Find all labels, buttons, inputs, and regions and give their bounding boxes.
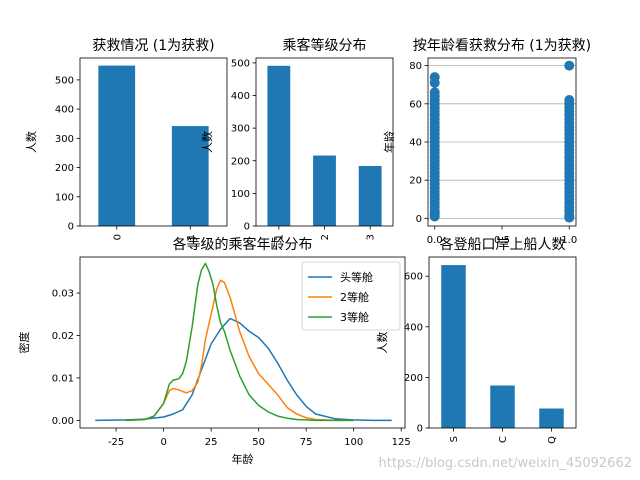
plot-2-ytick-label: 0	[244, 222, 250, 233]
plot-1-ytick-label: 200	[55, 163, 74, 174]
plot-3-point	[429, 72, 440, 83]
plot-3-title: 按年龄看获救分布 (1为获救)	[413, 38, 591, 54]
plot-4-xtick-label: 75	[300, 437, 313, 448]
plot-3-point	[564, 95, 575, 105]
plot-4-xtick-label: 100	[344, 437, 363, 448]
watermark: https://blog.csdn.net/weixin_45092662	[378, 456, 632, 471]
plot-4-frame	[79, 256, 406, 429]
plot-5-xtick-label: S	[449, 436, 460, 442]
plot-5-xtick-label: Q	[547, 436, 558, 444]
plot-3-point	[564, 60, 575, 71]
plot-1-xtick-label: 1	[186, 234, 197, 240]
plot-2-ytick-label: 400	[231, 91, 250, 102]
plot-3-xtick-label: 0.5	[494, 235, 510, 246]
plot-1-bar-0	[98, 65, 136, 226]
plot-4-xtick-label: 125	[392, 437, 411, 448]
plot-2-frame	[255, 57, 394, 227]
plot-5-bar-C	[490, 385, 515, 428]
plot-5-ytick-label: 600	[404, 272, 423, 283]
plot-4-ytick-label: 0.00	[52, 416, 74, 427]
plot-2-bar-1	[267, 65, 291, 226]
plot-1-frame	[79, 57, 228, 227]
plot-4-xlabel: 年龄	[232, 452, 254, 466]
plot-3-ytick-label: 40	[409, 138, 422, 149]
plot-2-title: 乘客等级分布	[283, 37, 367, 54]
plot-4-series-line-2	[125, 279, 354, 422]
plot-1-ytick-label: 300	[55, 134, 74, 145]
plot-4-legend-label: 3等舱	[340, 310, 369, 324]
plot-2-ylabel: 人数	[201, 131, 214, 153]
plot-3-ytick-label: 60	[409, 99, 422, 110]
plot-4-xtick-label: 25	[205, 437, 218, 448]
plot-4-legend-box	[301, 261, 401, 331]
plot-2-xtick-label: 1	[274, 234, 285, 240]
plot-1-ytick-label: 100	[55, 192, 74, 203]
plot-1-ylabel: 人数	[25, 131, 38, 153]
plot-1-title: 获救情况 (1为获救)	[92, 38, 214, 54]
plot-2-ytick-label: 100	[231, 189, 250, 200]
plot-3-frame	[427, 57, 577, 227]
plot-2-xtick-label: 2	[320, 234, 331, 240]
plot-5-frame	[428, 256, 577, 429]
plot-4-ytick-label: 0.02	[52, 331, 74, 342]
plot-4-legend-label: 2等舱	[340, 290, 369, 304]
plot-1-ytick-label: 500	[55, 75, 74, 86]
plot-4-ytick-label: 0.01	[52, 373, 74, 384]
plot-3-ytick-label: 0	[416, 214, 422, 225]
plot-5-xtick-label: C	[498, 436, 509, 443]
plot-4-xtick-label: 50	[252, 437, 265, 448]
plot-5-bar-S	[441, 265, 466, 428]
plot-5-ytick-label: 0	[417, 424, 423, 435]
plot-4-legend-label: 头等舱	[340, 270, 373, 284]
plot-2-ytick-label: 500	[231, 58, 250, 69]
plot-2-ytick-label: 300	[231, 124, 250, 135]
plot-4-ytick-label: 0.03	[52, 289, 74, 300]
plot-1-ytick-label: 400	[55, 105, 74, 116]
plot-3-ytick-label: 20	[409, 176, 422, 187]
plot-1-bar-1	[171, 126, 209, 226]
plot-5-ytick-label: 400	[404, 322, 423, 333]
plot-4-ylabel: 密度	[17, 332, 31, 354]
plot-1-xtick-label: 0	[112, 234, 123, 240]
plot-4-series-line-3	[125, 262, 354, 422]
plot-3-ylabel: 年龄	[382, 131, 396, 153]
plot-2-bar-2	[313, 155, 336, 226]
plot-2-ytick-label: 200	[231, 156, 250, 167]
plot-4-title: 各等级的乘客年龄分布	[173, 236, 313, 253]
plot-4-series-line-1	[95, 317, 392, 422]
plot-3-xtick-label: 1.0	[561, 235, 577, 246]
plot-4-xtick-label: -25	[108, 437, 124, 448]
plot-5-title: 各登船口岸上船人数	[440, 237, 566, 253]
plot-4-xtick-label: 0	[160, 437, 166, 448]
plot-5-ylabel: 人数	[376, 332, 389, 354]
plot-5-bar-Q	[539, 408, 564, 428]
plot-5-ytick-label: 200	[404, 373, 423, 384]
plot-3-point	[429, 87, 440, 98]
plot-1-ytick-label: 0	[68, 222, 74, 233]
plot-3-ytick-label: 80	[409, 61, 422, 72]
plot-3-xtick-label: 0.0	[427, 235, 443, 246]
plot-2-xtick-label: 3	[366, 234, 377, 240]
plot-2-bar-3	[358, 165, 382, 226]
